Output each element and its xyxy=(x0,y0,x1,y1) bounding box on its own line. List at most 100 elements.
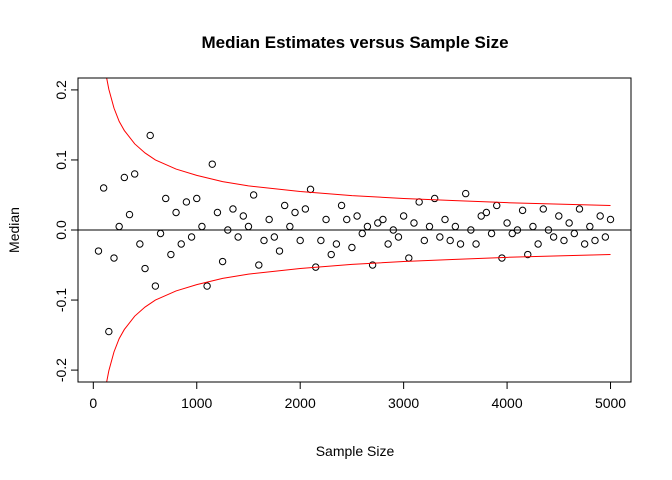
data-point xyxy=(151,282,160,290)
x-axis-label: Sample Size xyxy=(316,443,395,459)
data-point xyxy=(291,208,299,217)
data-point xyxy=(156,229,165,238)
data-point xyxy=(332,240,341,248)
data-point xyxy=(130,170,139,178)
data-point xyxy=(244,222,253,231)
data-point xyxy=(555,212,563,220)
x-tick-label: 5000 xyxy=(595,395,626,411)
x-tick-label: 2000 xyxy=(285,395,316,411)
data-point xyxy=(575,205,584,213)
data-point xyxy=(234,233,242,241)
data-point xyxy=(167,250,175,259)
line-series xyxy=(106,78,611,206)
data-point xyxy=(580,240,589,248)
y-axis-label: Median xyxy=(6,207,22,253)
data-point xyxy=(451,222,460,231)
data-point xyxy=(410,219,418,227)
data-point xyxy=(275,247,284,255)
data-point xyxy=(467,226,475,234)
data-point xyxy=(544,226,553,234)
data-point xyxy=(560,236,568,245)
data-point xyxy=(513,226,522,234)
data-point xyxy=(389,226,397,234)
data-point xyxy=(482,208,491,217)
line-series xyxy=(106,254,611,382)
data-point xyxy=(348,243,356,252)
data-point xyxy=(105,327,113,336)
x-tick-label: 4000 xyxy=(491,395,522,411)
data-point xyxy=(508,229,516,238)
data-point xyxy=(353,212,361,220)
data-point xyxy=(146,131,154,140)
data-point xyxy=(265,215,273,224)
data-point xyxy=(239,212,248,220)
data-point xyxy=(363,222,372,231)
x-tick-label: 0 xyxy=(89,395,97,411)
data-point xyxy=(213,208,222,217)
data-point xyxy=(94,247,103,255)
data-point xyxy=(430,194,439,203)
x-tick-label: 3000 xyxy=(388,395,419,411)
data-point xyxy=(162,194,170,203)
data-point xyxy=(337,201,346,210)
data-point xyxy=(141,264,149,273)
data-point xyxy=(368,261,377,269)
data-point xyxy=(280,201,289,210)
data-point xyxy=(198,222,206,231)
data-point xyxy=(472,240,480,248)
data-point xyxy=(586,222,594,231)
data-point xyxy=(136,240,144,248)
data-point xyxy=(379,215,387,224)
plot-area xyxy=(78,78,631,382)
data-point xyxy=(539,205,547,213)
data-point xyxy=(260,236,268,245)
data-point xyxy=(224,226,232,234)
data-point xyxy=(182,198,191,206)
y-tick-label: -0.1 xyxy=(53,288,69,312)
data-point xyxy=(524,250,532,259)
data-point xyxy=(456,240,465,248)
data-point xyxy=(596,212,604,220)
data-point xyxy=(249,191,258,199)
data-point xyxy=(255,261,263,269)
data-point xyxy=(565,219,573,227)
data-point xyxy=(177,240,185,248)
data-point xyxy=(203,282,211,290)
data-point xyxy=(529,222,537,231)
data-point xyxy=(384,240,392,248)
data-point xyxy=(187,233,196,241)
data-point xyxy=(374,219,382,227)
data-point xyxy=(343,215,351,224)
data-point xyxy=(534,240,542,248)
data-point xyxy=(317,236,325,245)
data-point xyxy=(172,208,180,217)
data-point xyxy=(286,222,294,231)
data-point xyxy=(125,210,134,219)
y-tick-label: 0.2 xyxy=(53,80,69,100)
data-point xyxy=(570,229,579,238)
data-point xyxy=(487,229,496,238)
data-point xyxy=(441,215,449,224)
data-point xyxy=(461,189,470,198)
y-tick-label: 0.1 xyxy=(53,150,69,170)
y-tick-label: 0.0 xyxy=(53,220,69,240)
x-tick-label: 1000 xyxy=(181,395,212,411)
data-point xyxy=(420,236,429,245)
data-point xyxy=(399,212,408,220)
data-point xyxy=(436,233,444,241)
y-tick-label: -0.2 xyxy=(53,358,69,382)
data-point xyxy=(327,250,335,259)
data-point xyxy=(322,215,330,224)
data-point xyxy=(591,236,599,245)
data-point xyxy=(115,222,123,231)
data-point xyxy=(110,254,118,262)
data-point xyxy=(99,184,108,192)
data-point xyxy=(394,233,403,241)
data-point xyxy=(120,173,129,182)
data-point xyxy=(270,233,279,241)
data-point xyxy=(358,229,366,238)
data-point xyxy=(518,206,527,215)
chart-title: Median Estimates versus Sample Size xyxy=(201,33,508,52)
